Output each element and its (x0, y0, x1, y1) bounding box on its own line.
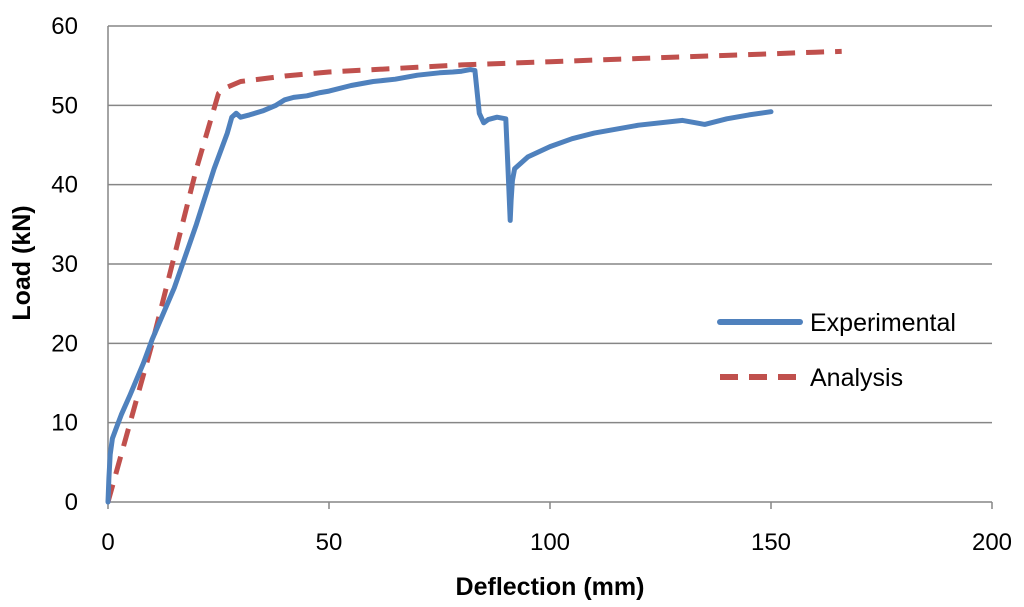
y-tick-label: 40 (51, 172, 78, 199)
axes (107, 26, 993, 509)
gridlines (108, 25, 992, 424)
y-tick-label: 30 (51, 251, 78, 278)
y-tick-label: 20 (51, 330, 78, 357)
y-tick-labels: 0 10 20 30 40 50 60 (51, 13, 78, 516)
x-tick-label: 50 (316, 529, 343, 556)
y-tick-label: 10 (51, 410, 78, 437)
legend-label-analysis: Analysis (810, 364, 903, 392)
x-tick-label: 200 (972, 529, 1012, 556)
x-tick-label: 0 (101, 529, 114, 556)
x-tick-label: 150 (751, 529, 791, 556)
y-tick-label: 60 (51, 13, 78, 40)
series-line-analysis (105, 48, 842, 503)
y-tick-label: 50 (51, 92, 78, 119)
legend-label-experimental: Experimental (810, 309, 956, 337)
series-line-experimental (105, 67, 774, 505)
y-tick-label: 0 (65, 489, 78, 516)
x-tick-labels: 0 50 100 150 200 (101, 529, 1012, 556)
legend: Experimental Analysis (717, 309, 956, 392)
series-group (105, 48, 842, 505)
y-axis-title: Load (kN) (8, 205, 36, 320)
x-axis-title: Deflection (mm) (456, 573, 645, 601)
x-tick-label: 100 (530, 529, 570, 556)
